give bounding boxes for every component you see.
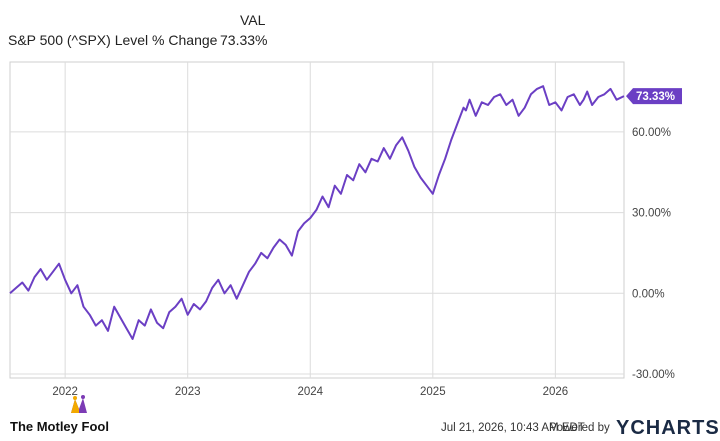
jester-hat-icon [71,395,87,413]
ycharts-logo: YCHARTS [616,417,720,439]
x-tick-label: 2023 [175,386,201,398]
timestamp: Jul 21, 2026, 10:43 AM EDT [441,422,585,434]
x-tick-label: 2022 [52,386,78,398]
series-line [9,85,625,340]
last-value-badge-text: 73.33% [636,91,675,103]
x-tick-labels: 2022 2023 2024 2025 2026 [52,386,568,398]
plot-border [9,61,625,379]
motley-fool-logo: The Motley Fool [10,395,109,434]
x-tick-label: 2025 [420,386,446,398]
y-tick-label: 30.00% [632,208,671,220]
y-tick-label: 0.00% [632,288,665,300]
powered-by-label: Powered by [549,422,610,434]
y-tick-label: -30.00% [632,369,675,381]
last-value-badge-shape [626,88,682,105]
x-gridlines [64,62,556,378]
legend-series-value: 73.33% [220,32,267,48]
y-gridlines [10,131,624,375]
brand-name: The Motley Fool [10,419,109,434]
x-tick-label: 2024 [297,386,323,398]
x-tick-label: 2026 [543,386,569,398]
y-tick-label: 60.00% [632,127,671,139]
y-tick-labels: -30.00% 0.00% 30.00% 60.00% [632,127,675,381]
last-value-badge: 73.33% [626,88,682,105]
legend-series-label: S&P 500 (^SPX) Level % Change [8,32,218,48]
ycharts-wordmark: YCHARTS [616,417,720,439]
legend-header: VAL [240,12,266,28]
plot-area [9,61,625,379]
